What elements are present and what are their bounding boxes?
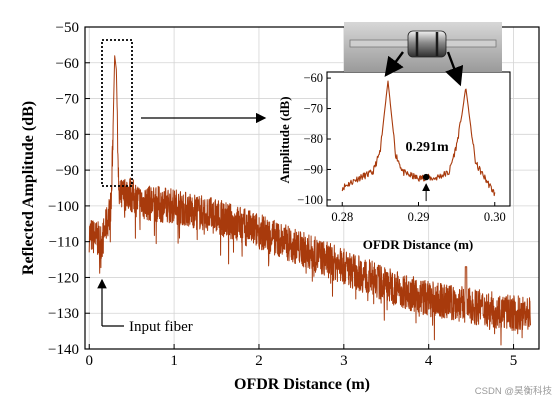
main-y-tick-label: −140 — [48, 342, 79, 358]
main-y-tick-label: −120 — [48, 270, 79, 286]
main-y-tick-label: −60 — [56, 56, 79, 72]
main-y-tick-label: −130 — [48, 306, 79, 322]
main-y-tick-label: −110 — [49, 235, 79, 251]
inset-x-tick-label: 0.29 — [408, 210, 430, 224]
main-y-ticks: −140 −130 −120 −110 −100 −90 −80 −70 −60 −50 — [48, 20, 90, 358]
main-y-tick-label: −90 — [56, 163, 79, 179]
inset-y-tick-label: −90 — [303, 162, 323, 176]
inset-gap-label: 0.291m — [406, 140, 450, 155]
main-y-tick-label: −80 — [56, 127, 79, 143]
main-x-tick-label: 5 — [510, 353, 518, 369]
inset-x-tick-label: 0.30 — [484, 210, 506, 224]
inset-y-ticks: −100 −90 −80 −70 −60 — [297, 71, 331, 207]
main-x-ticks: 0 1 2 3 4 5 — [85, 344, 517, 369]
photo-to-peak1-arrow — [384, 51, 404, 77]
main-y-axis-title: Reflected Amplitude (dB) — [20, 101, 37, 275]
main-x-tick-label: 4 — [425, 353, 433, 369]
inset-series-line — [341, 80, 496, 197]
watermark: CSDN @昊衡科技 — [475, 385, 553, 397]
resistor-photo — [344, 22, 502, 72]
main-x-tick-label: 3 — [340, 353, 348, 369]
inset-x-tick-label: 0.28 — [331, 210, 353, 224]
main-x-tick-label: 0 — [85, 353, 93, 369]
inset-x-axis-title: OFDR Distance (m) — [363, 237, 473, 252]
main-y-tick-label: −100 — [48, 199, 79, 215]
inset-background — [327, 72, 510, 206]
inset-x-ticks: 0.28 0.29 0.30 — [331, 202, 506, 224]
main-series-line — [88, 55, 531, 346]
main-x-axis-title: OFDR Distance (m) — [234, 376, 370, 393]
inset-y-axis-title: Amplitude (dB) — [277, 96, 292, 183]
inset-y-tick-label: −70 — [303, 102, 323, 116]
main-y-tick-label: −50 — [56, 20, 79, 36]
main-y-tick-label: −70 — [56, 92, 79, 108]
inset-y-tick-label: −80 — [303, 132, 323, 146]
inset-y-tick-label: −60 — [303, 71, 323, 85]
main-plot-frame — [84, 26, 540, 350]
inset-gap-marker — [422, 173, 430, 181]
input-fiber-label: Input fiber — [129, 319, 193, 335]
photo-to-peak2-arrow — [445, 51, 464, 87]
inset-y-tick-label: −100 — [297, 193, 323, 207]
main-x-tick-label: 2 — [255, 353, 263, 369]
main-x-tick-label: 1 — [170, 353, 178, 369]
